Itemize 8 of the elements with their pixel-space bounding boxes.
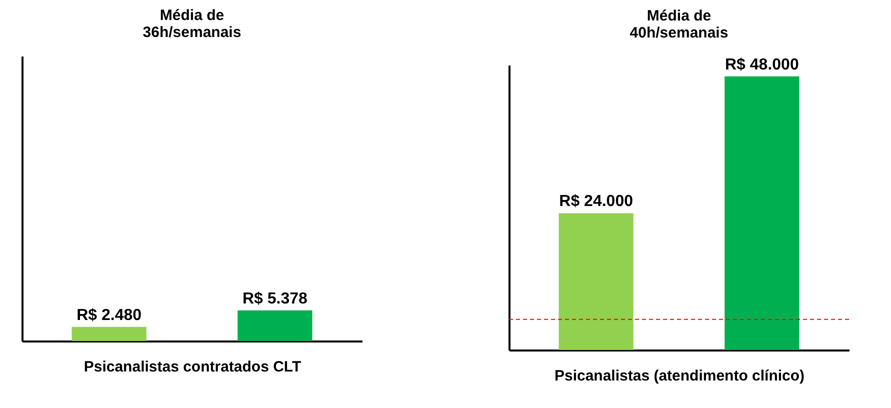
x-axis-title: Psicanalistas contratados CLT bbox=[84, 358, 302, 376]
data-label: R$ 2.480 bbox=[76, 306, 142, 324]
chart-title: Média de 36h/semanais bbox=[142, 7, 242, 41]
data-label: R$ 5.378 bbox=[242, 290, 308, 308]
chart-title: Média de 40h/semanais bbox=[630, 7, 728, 42]
data-label: R$ 24.000 bbox=[559, 193, 634, 210]
data-label: R$ 48.000 bbox=[725, 56, 799, 74]
x-axis-title: Psicanalistas (atendimento clínico) bbox=[554, 368, 805, 384]
